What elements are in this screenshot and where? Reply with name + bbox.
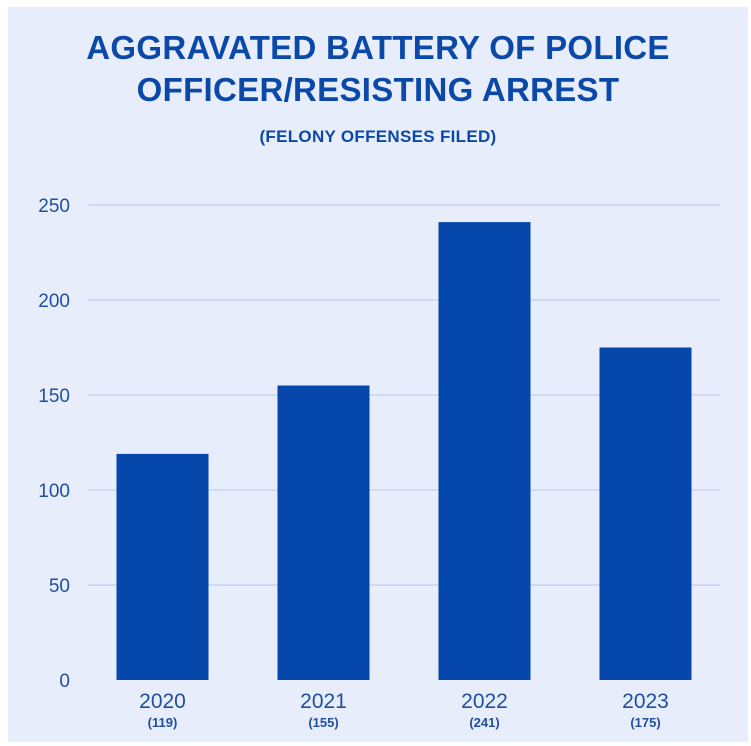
chart-title-line-2: OFFICER/RESISTING ARREST: [136, 71, 620, 108]
chart-title-line-1: AGGRAVATED BATTERY OF POLICE: [86, 29, 670, 66]
x-category-label: 2021: [300, 690, 347, 713]
y-tick-label: 100: [38, 481, 70, 502]
y-tick-label: 0: [59, 671, 70, 692]
value-label: (175): [630, 715, 660, 730]
bar-2023: [599, 347, 692, 680]
bar-2021: [277, 385, 370, 680]
chart-title: AGGRAVATED BATTERY OF POLICE OFFICER/RES…: [8, 27, 748, 111]
x-category-label: 2023: [622, 690, 669, 713]
x-category-label: 2022: [461, 690, 508, 713]
chart-card: AGGRAVATED BATTERY OF POLICE OFFICER/RES…: [8, 7, 748, 742]
chart-subtitle: (FELONY OFFENSES FILED): [259, 127, 497, 146]
value-label: (155): [308, 715, 338, 730]
value-label: (241): [469, 715, 499, 730]
value-label: (119): [148, 715, 178, 730]
bar-chart: 0 50 100 150 200 250 2020 (119) 2021 (155) 2022 (24…: [38, 196, 720, 730]
y-tick-label: 50: [49, 576, 70, 597]
y-tick-label: 150: [38, 386, 70, 407]
x-category-label: 2020: [139, 690, 186, 713]
y-tick-label: 250: [38, 196, 70, 217]
bar-2020: [116, 453, 209, 680]
y-tick-label: 200: [38, 291, 70, 312]
bar-2022: [438, 222, 531, 680]
